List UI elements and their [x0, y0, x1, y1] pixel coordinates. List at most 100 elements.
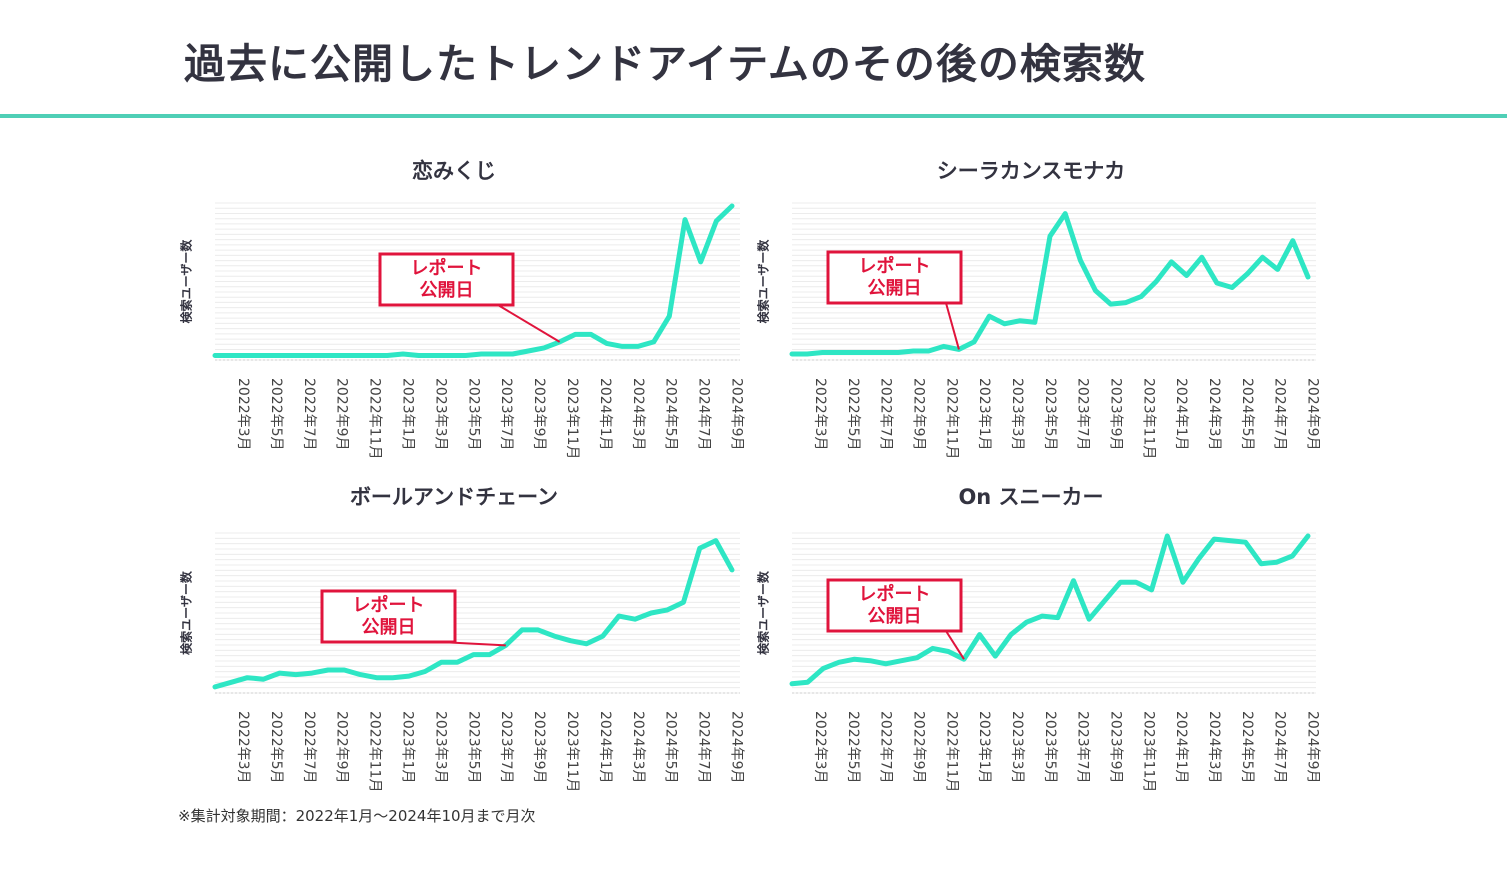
x-tick-label: 2024年7月 — [1272, 378, 1288, 451]
x-tick-label: 2023年1月 — [976, 378, 992, 451]
report-callout-box — [378, 252, 515, 307]
gridlines — [792, 532, 1316, 694]
series-line — [212, 538, 735, 690]
x-tick-label: 2022年5月 — [268, 711, 284, 784]
report-callout-label: 公開日 — [868, 606, 922, 627]
x-tick-labels: 2022年3月 2022年5月 2022年7月 2022年9月 2022年11月 2023… — [812, 378, 1321, 459]
x-tick-label: 2024年1月 — [597, 711, 613, 784]
chart-title: 恋みくじ — [412, 159, 496, 183]
x-tick-labels: 2022年3月 2022年5月 2022年7月 2022年9月 2022年11月 2023… — [235, 378, 744, 459]
report-pointer-line — [945, 630, 965, 660]
x-tick-label: 2022年9月 — [911, 711, 927, 784]
x-tick-label: 2022年11月 — [367, 378, 383, 459]
x-tick-labels: 2022年3月 2022年5月 2022年7月 2022年9月 2022年11月 2023… — [235, 711, 744, 792]
gridlines — [215, 532, 740, 694]
x-tick-label: 2023年7月 — [498, 378, 514, 451]
x-tick-label: 2023年3月 — [432, 711, 448, 784]
x-tick-label: 2023年5月 — [1042, 711, 1058, 784]
x-tick-label: 2022年11月 — [367, 711, 383, 792]
x-tick-label: 2024年9月 — [1305, 378, 1321, 451]
x-tick-label: 2022年3月 — [235, 711, 251, 784]
x-tick-label: 2023年3月 — [1009, 711, 1025, 784]
y-axis-label: 検索ユーザー数 — [179, 239, 194, 324]
report-callout-label: レポート — [353, 594, 425, 616]
x-tick-label: 2023年11月 — [564, 711, 580, 792]
chart-title: On スニーカー — [958, 485, 1103, 509]
x-tick-label: 2024年9月 — [1305, 711, 1321, 784]
x-tick-labels: 2022年3月 2022年5月 2022年7月 2022年9月 2022年11月 2023… — [812, 711, 1321, 792]
x-tick-label: 2024年5月 — [1239, 711, 1255, 784]
x-tick-label: 2023年7月 — [1075, 711, 1091, 784]
x-tick-label: 2022年7月 — [878, 711, 894, 784]
x-tick-label: 2023年3月 — [432, 378, 448, 451]
x-tick-label: 2022年9月 — [334, 378, 350, 451]
x-tick-label: 2022年7月 — [301, 711, 317, 784]
series-line — [789, 533, 1311, 687]
x-tick-label: 2023年7月 — [1075, 378, 1091, 451]
report-callout-box — [320, 589, 457, 644]
report-callout-label: 公開日 — [868, 278, 922, 299]
x-tick-label: 2024年1月 — [1173, 378, 1189, 451]
footnote: ※集計対象期間：2022年1月〜2024年10月まで月次 — [178, 807, 536, 825]
x-tick-label: 2023年5月 — [465, 711, 481, 784]
x-tick-label: 2024年3月 — [1206, 711, 1222, 784]
x-tick-label: 2023年11月 — [1140, 378, 1156, 459]
x-tick-label: 2024年1月 — [597, 378, 613, 451]
x-tick-label: 2022年5月 — [845, 378, 861, 451]
x-tick-label: 2022年7月 — [878, 378, 894, 451]
page-title: 過去に公開したトレンドアイテムのその後の検索数 — [184, 40, 1146, 88]
x-tick-label: 2024年7月 — [696, 378, 712, 451]
x-tick-label: 2024年1月 — [1173, 711, 1189, 784]
x-tick-label: 2023年9月 — [1108, 711, 1124, 784]
y-axis-label: 検索ユーザー数 — [756, 239, 771, 324]
title-divider — [0, 114, 1507, 118]
x-tick-label: 2022年9月 — [911, 378, 927, 451]
x-tick-label: 2023年1月 — [399, 711, 415, 784]
x-tick-label: 2023年5月 — [465, 378, 481, 451]
report-pointer-line — [945, 302, 960, 350]
x-tick-label: 2022年3月 — [235, 378, 251, 451]
y-axis-label: 検索ユーザー数 — [179, 570, 194, 655]
x-tick-label: 2023年9月 — [531, 378, 547, 451]
x-tick-label: 2024年9月 — [728, 711, 744, 784]
x-tick-label: 2024年7月 — [1272, 711, 1288, 784]
report-callout-label: レポート — [859, 583, 931, 605]
report-callout-label: 公開日 — [362, 617, 416, 638]
report-pointer-line — [497, 304, 561, 343]
x-tick-label: 2023年1月 — [399, 378, 415, 451]
x-tick-label: 2023年1月 — [976, 711, 992, 784]
x-tick-label: 2024年5月 — [1239, 378, 1255, 451]
report-callout-label: 公開日 — [420, 280, 474, 301]
x-tick-label: 2022年9月 — [334, 711, 350, 784]
report-callout-box — [826, 578, 963, 633]
x-tick-label: 2024年3月 — [630, 711, 646, 784]
x-tick-label: 2022年3月 — [812, 378, 828, 451]
x-tick-label: 2022年7月 — [301, 378, 317, 451]
x-tick-label: 2024年3月 — [1206, 378, 1222, 451]
x-tick-label: 2024年5月 — [663, 711, 679, 784]
x-tick-label: 2024年5月 — [663, 378, 679, 451]
x-tick-label: 2023年11月 — [1140, 711, 1156, 792]
x-tick-label: 2024年3月 — [630, 378, 646, 451]
x-tick-label: 2023年11月 — [564, 378, 580, 459]
y-axis-label: 検索ユーザー数 — [756, 570, 771, 655]
x-tick-label: 2023年3月 — [1009, 378, 1025, 451]
chart-title: シーラカンスモナカ — [937, 159, 1126, 183]
chart-title: ボールアンドチェーン — [350, 485, 558, 509]
x-tick-label: 2022年5月 — [845, 711, 861, 784]
x-tick-label: 2022年5月 — [268, 378, 284, 451]
x-tick-label: 2023年9月 — [1108, 378, 1124, 451]
x-tick-label: 2022年11月 — [943, 378, 959, 459]
report-callout-label: レポート — [859, 255, 931, 277]
x-tick-label: 2023年9月 — [531, 711, 547, 784]
series-line — [789, 211, 1311, 357]
report-callout-label: レポート — [411, 257, 483, 279]
series-line — [212, 203, 735, 358]
x-tick-label: 2022年11月 — [943, 711, 959, 792]
x-tick-label: 2024年9月 — [728, 378, 744, 451]
